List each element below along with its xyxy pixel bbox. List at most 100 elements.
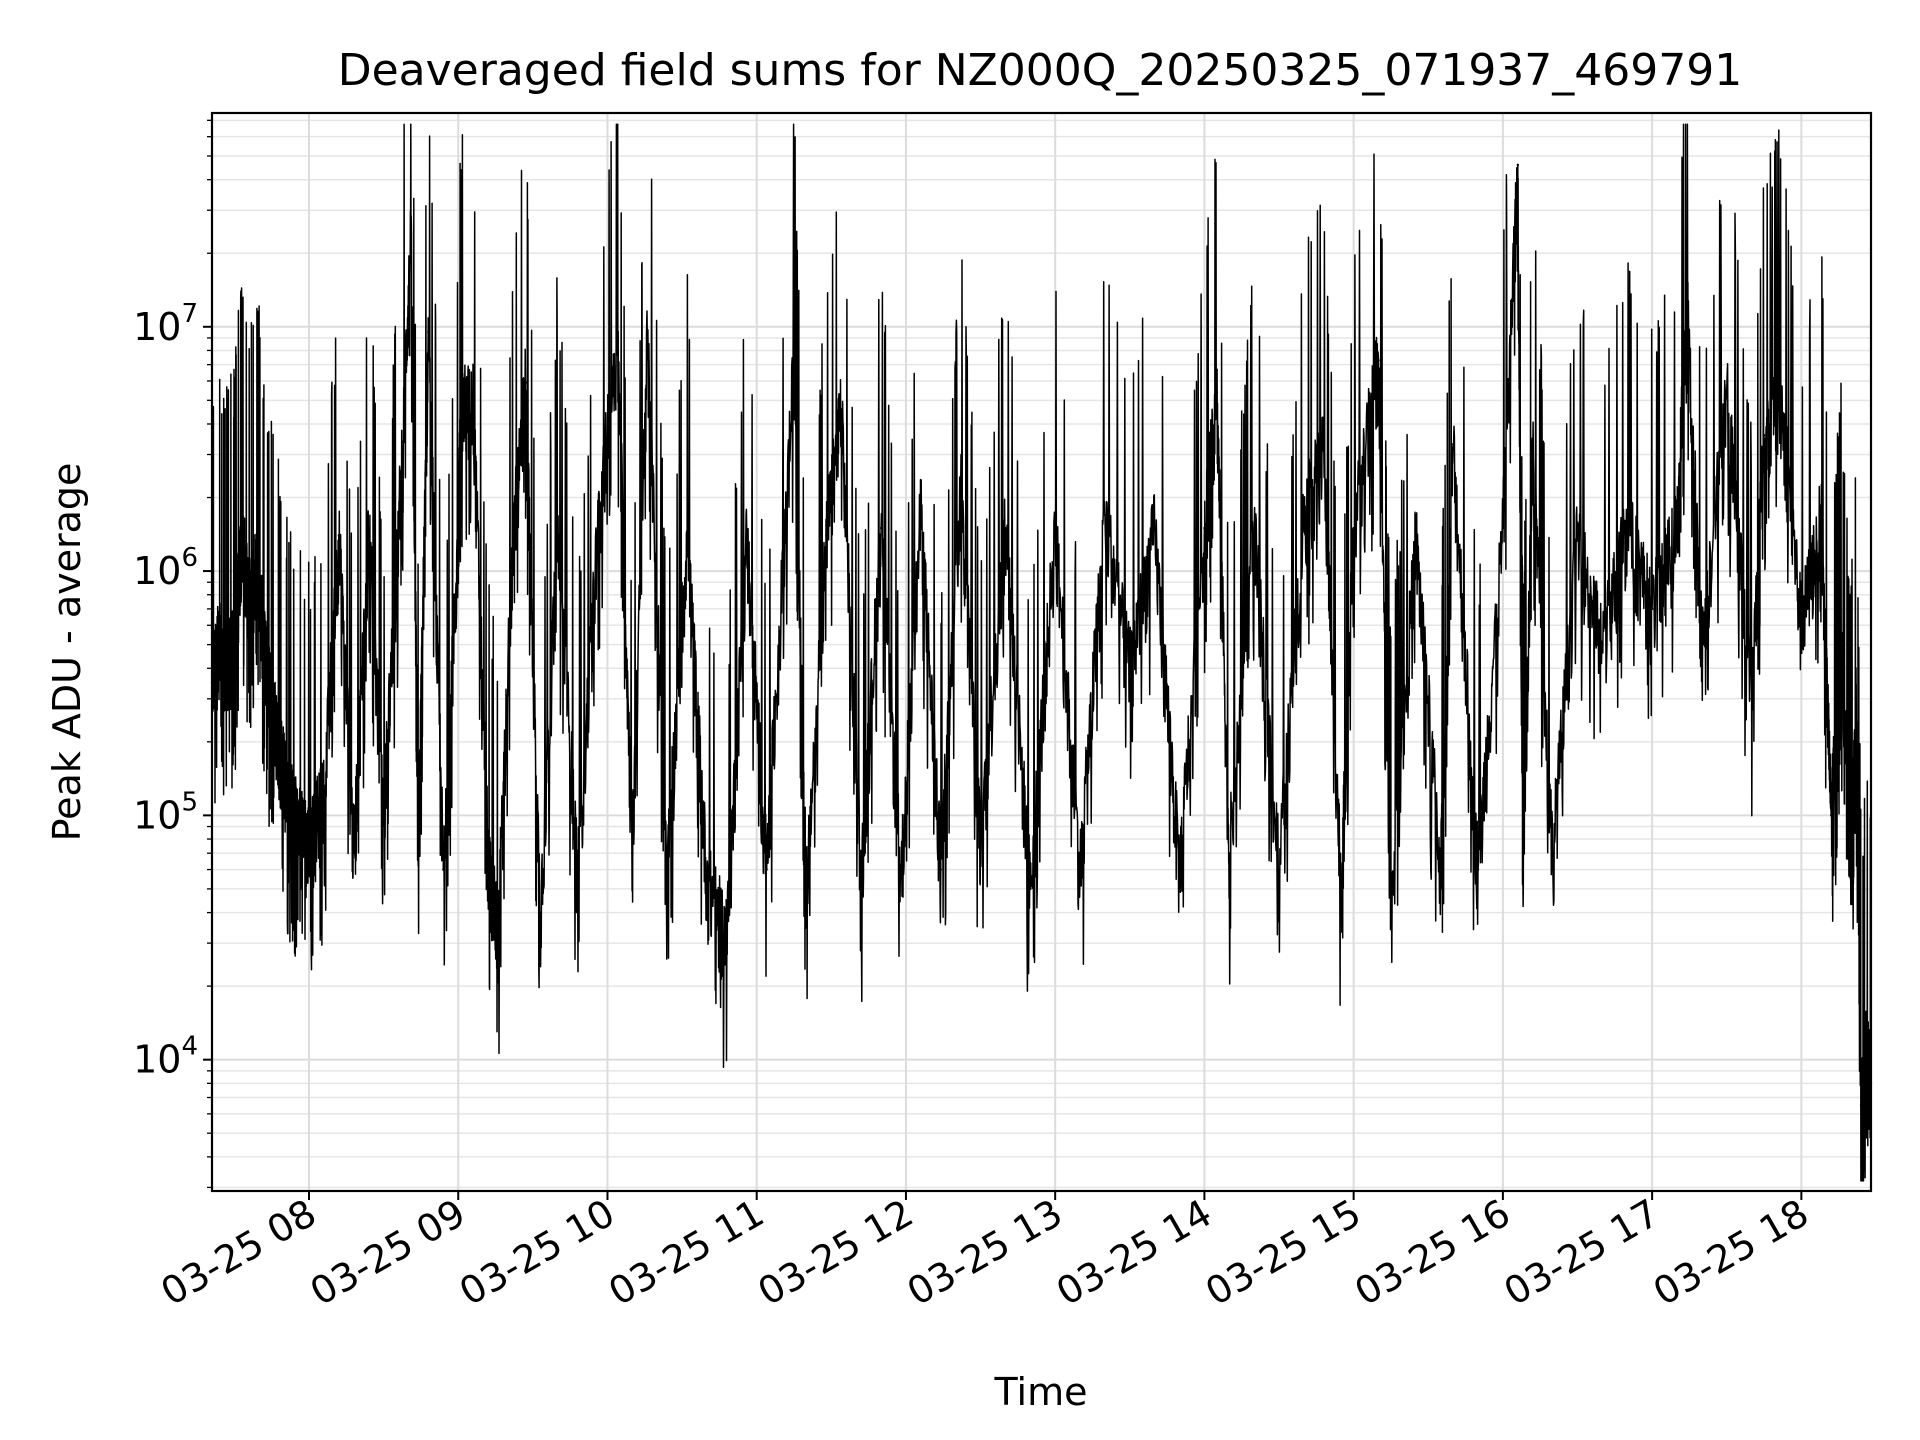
data-point: [1389, 911, 1393, 914]
data-point: [1830, 814, 1833, 817]
data-point: [1849, 868, 1853, 871]
data-point: [792, 360, 796, 363]
data-point: [596, 534, 599, 537]
y-tick-label: 106: [133, 543, 198, 593]
data-point: [556, 534, 559, 537]
data-point: [1626, 520, 1629, 523]
data-point: [1153, 526, 1156, 530]
data-point: [919, 507, 923, 510]
data-point: [218, 633, 221, 636]
data-point: [805, 887, 808, 891]
data-point: [409, 232, 413, 236]
data-point: [1521, 868, 1524, 871]
data-point: [646, 336, 649, 340]
data-point: [352, 852, 355, 855]
data-point: [1128, 667, 1131, 670]
data-point: [939, 868, 942, 871]
data-point: [524, 381, 527, 384]
data-point: [539, 911, 542, 914]
data-point: [665, 868, 669, 871]
data-point: [616, 331, 619, 334]
y-tick-base: 10: [133, 305, 181, 349]
chart-title: Deaveraged field sums for NZ000Q_2025032…: [338, 45, 1743, 96]
data-point: [270, 697, 273, 701]
data-point: [1302, 513, 1306, 516]
data-point: [1352, 526, 1355, 530]
data-point: [417, 837, 420, 841]
data-point: [1750, 697, 1753, 701]
data-point: [1277, 868, 1281, 871]
y-tick-exponent: 7: [181, 299, 198, 329]
data-point: [1414, 534, 1418, 537]
data-point: [1439, 868, 1442, 871]
data-point: [1004, 526, 1007, 530]
data-point: [233, 643, 236, 646]
data-point: [1800, 624, 1803, 627]
data-point: [1864, 1039, 1868, 1042]
data-point: [1322, 449, 1326, 453]
data-point: [1780, 399, 1783, 402]
data-point: [471, 399, 475, 402]
data-point: [1725, 389, 1728, 392]
data-point: [979, 837, 982, 841]
data-point: [1340, 887, 1343, 891]
data-point: [511, 534, 515, 537]
data-point: [1103, 513, 1107, 516]
data-point: [1531, 453, 1534, 456]
data-point: [225, 661, 229, 665]
data-point: [457, 534, 460, 537]
data-point: [859, 868, 863, 871]
data-point: [1820, 513, 1823, 516]
data-point: [840, 407, 843, 411]
data-point: [240, 526, 244, 530]
data-point: [576, 868, 579, 871]
data-point: [322, 794, 326, 798]
data-point: [959, 486, 962, 489]
data-point: [1839, 643, 1843, 646]
data-point: [486, 852, 490, 855]
data-point: [1252, 526, 1256, 530]
data-point: [496, 931, 500, 935]
data-point: [367, 526, 370, 530]
data-point: [1476, 868, 1480, 871]
data-point: [685, 534, 689, 537]
data-point: [1516, 163, 1520, 167]
data-point: [255, 550, 258, 553]
data-point: [1078, 868, 1082, 871]
data-point: [1228, 852, 1231, 855]
y-axis-label: Peak ADU - average: [45, 463, 89, 842]
y-tick-exponent: 4: [181, 1032, 198, 1062]
data-point: [899, 877, 903, 880]
x-axis-label: Time: [994, 1370, 1088, 1414]
y-tick-exponent: 5: [181, 787, 198, 817]
plot-frame: [210, 111, 1873, 1193]
data-point: [337, 534, 341, 537]
data-point: [1203, 526, 1206, 530]
data-point: [1576, 534, 1579, 537]
data-point: [1675, 526, 1679, 530]
y-tick-base: 10: [133, 549, 181, 593]
data-point: [307, 837, 311, 841]
data-point: [1377, 358, 1380, 362]
data-point: [382, 814, 385, 817]
data-point: [442, 868, 445, 871]
y-tick-label: 107: [133, 299, 198, 349]
data-point: [1859, 1104, 1863, 1107]
y-tick-base: 10: [133, 793, 181, 837]
data-point: [825, 534, 828, 537]
y-tick-label: 104: [133, 1032, 198, 1082]
data-point: [427, 331, 430, 334]
data-point: [1178, 868, 1181, 871]
y-tick-base: 10: [133, 1038, 181, 1082]
y-tick-label: 105: [133, 787, 198, 837]
data-point: [1053, 526, 1057, 530]
y-tick-exponent: 6: [181, 543, 198, 573]
series-group: [210, 123, 1873, 1182]
data-point: [277, 740, 281, 744]
data-point: [397, 526, 400, 530]
data-point: [1854, 697, 1858, 701]
data-point: [631, 852, 634, 855]
data-point: [725, 935, 729, 938]
data-point: [1215, 390, 1219, 394]
